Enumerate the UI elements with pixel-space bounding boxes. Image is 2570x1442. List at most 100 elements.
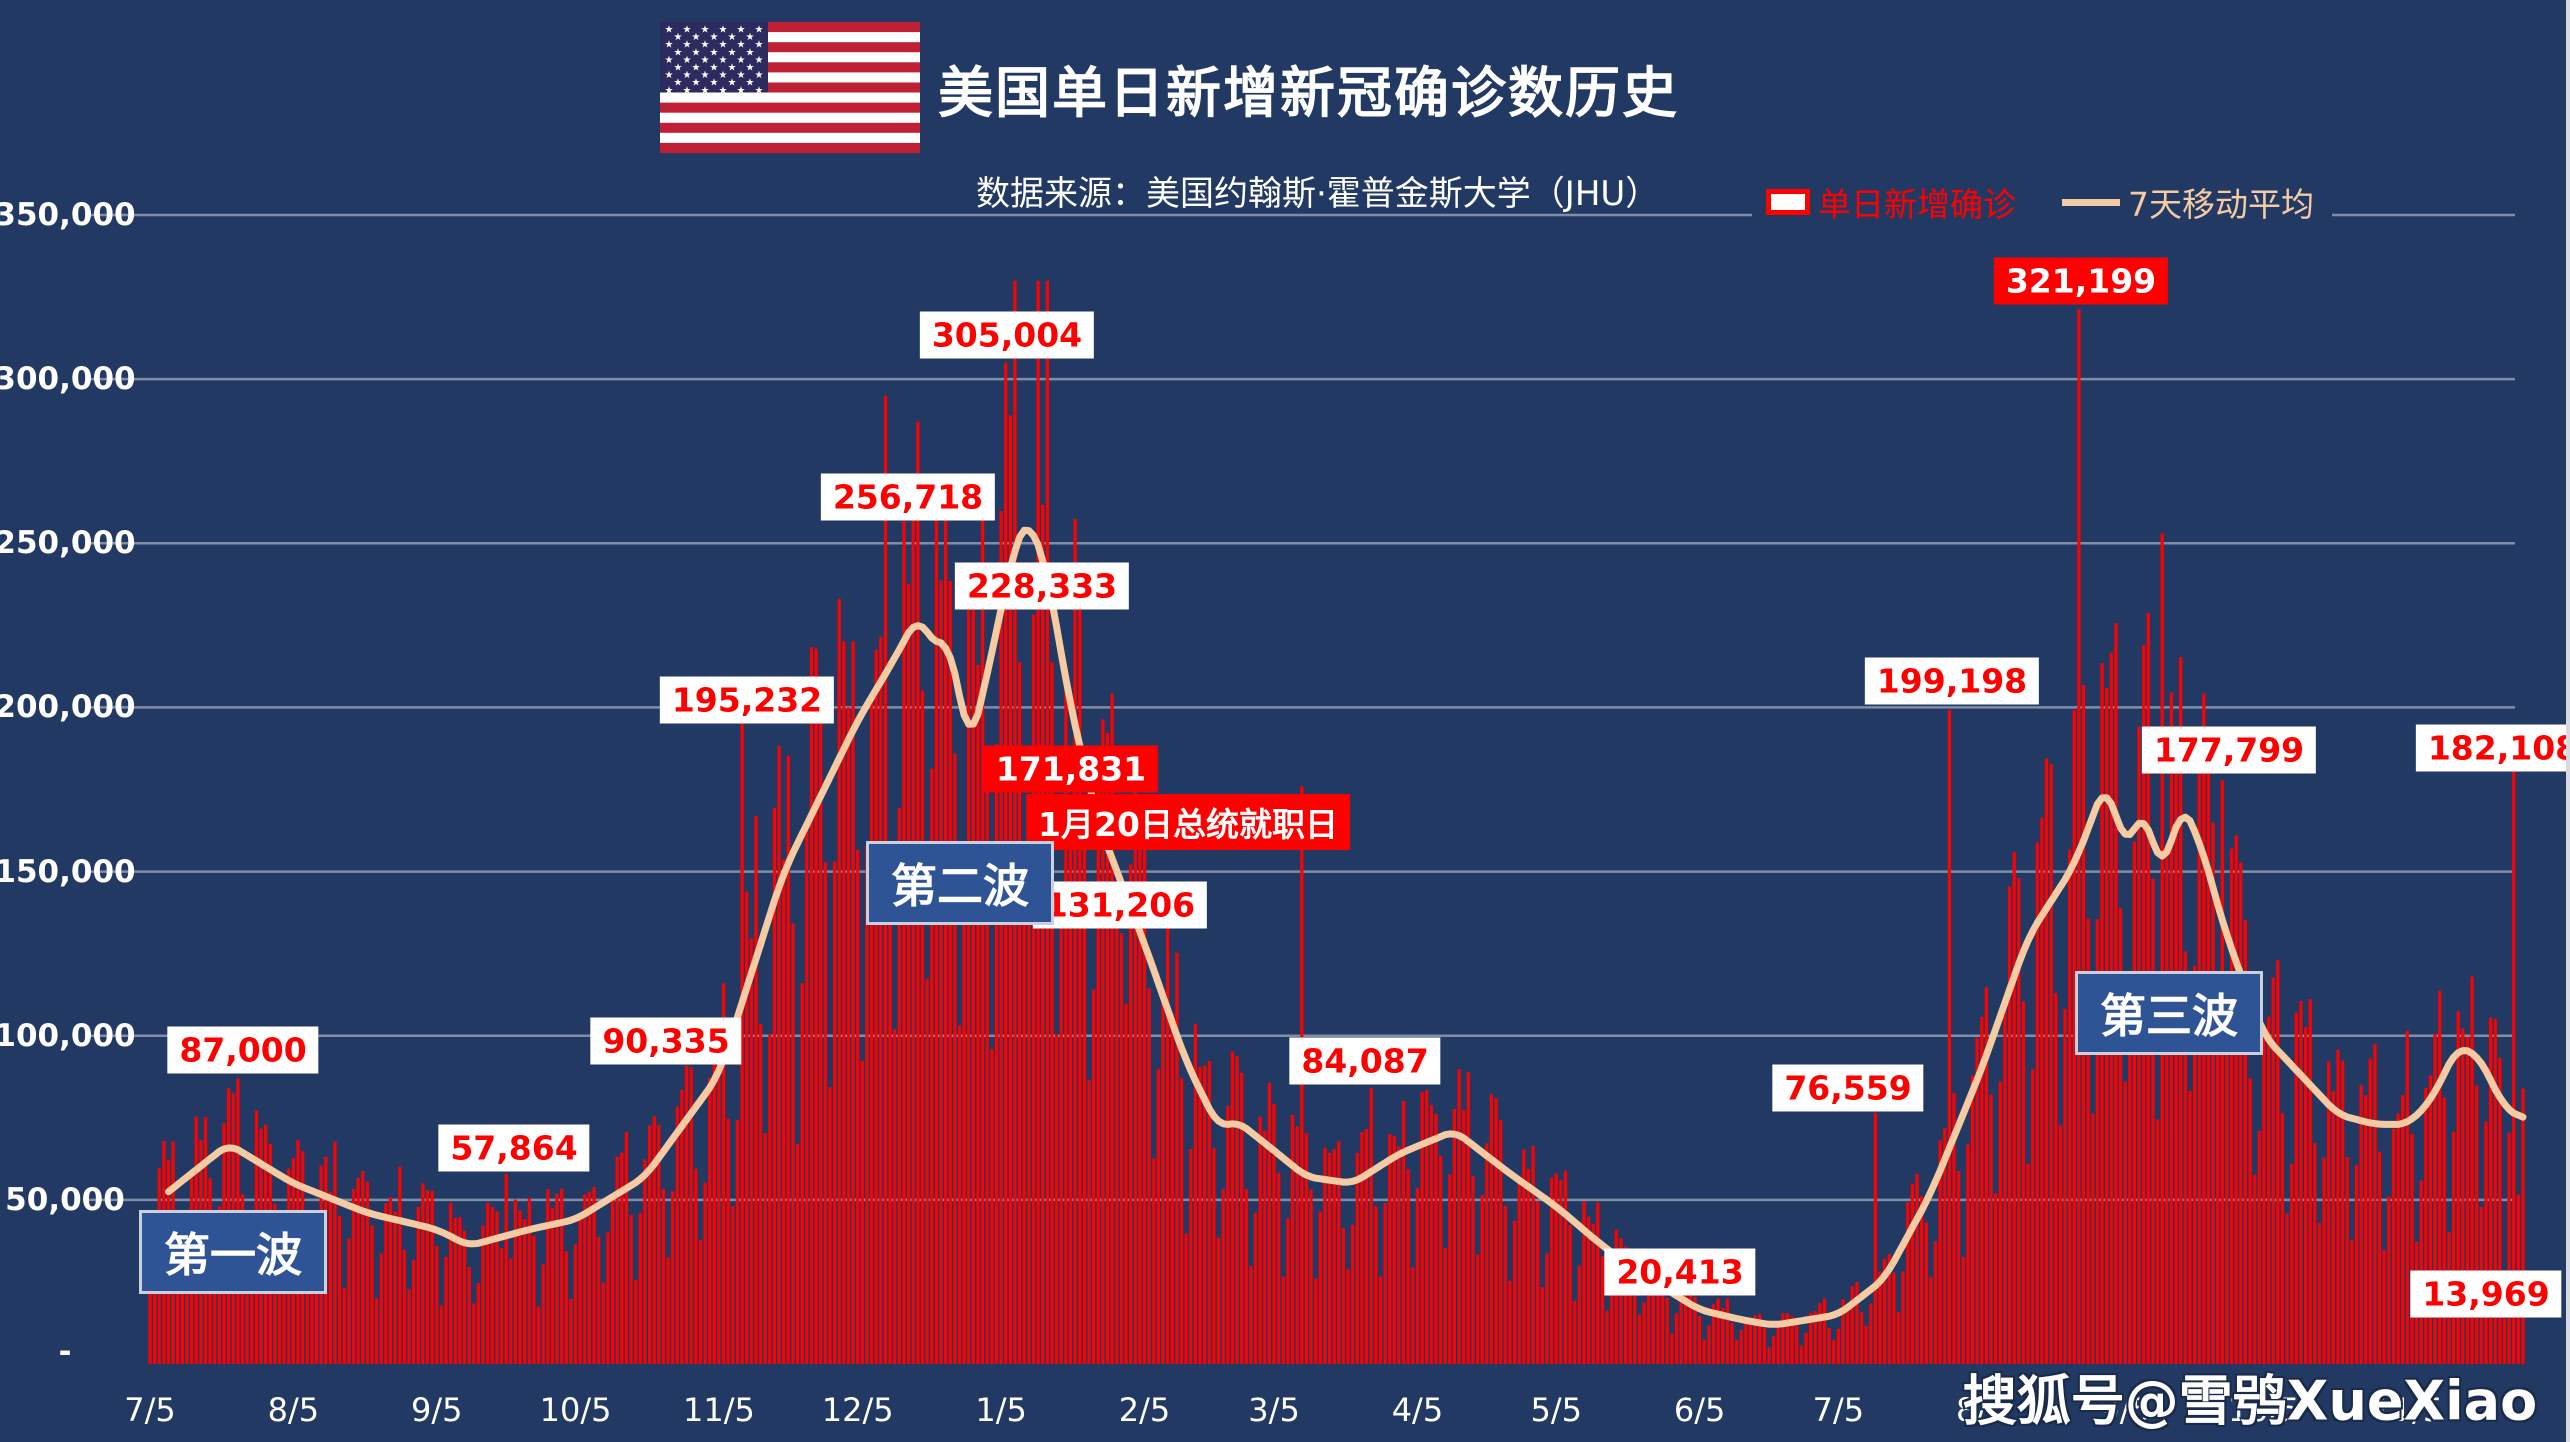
annotation-value: 195,232 [659, 676, 835, 724]
y-axis-tick-label: 250,000 [0, 525, 136, 562]
svg-text:★: ★ [683, 85, 692, 96]
daily-series-swatch-icon [1766, 189, 1810, 215]
annotation-value: 90,335 [590, 1017, 742, 1065]
svg-text:★: ★ [692, 78, 701, 89]
annotation-value: 13,969 [2410, 1270, 2562, 1318]
right-edge-strip [2566, 0, 2570, 1442]
x-axis-tick-label: 5/5 [1530, 1391, 1582, 1429]
svg-text:★: ★ [710, 47, 719, 58]
legend-item-daily: 单日新增确诊 [1766, 178, 2016, 226]
annotation-value: 199,198 [1864, 657, 2040, 705]
x-axis-tick-label: 12/5 [821, 1391, 894, 1429]
x-axis-tick-label: 8/5 [1956, 1391, 2008, 1429]
svg-text:★: ★ [692, 63, 701, 74]
x-axis-tick-label: 1/5 [975, 1391, 1027, 1429]
svg-text:★: ★ [683, 70, 692, 81]
svg-text:★: ★ [719, 40, 728, 51]
svg-text:★: ★ [755, 85, 764, 96]
svg-text:★: ★ [710, 32, 719, 43]
svg-text:★: ★ [674, 32, 683, 43]
x-axis-tick-label: 7/5 [124, 1391, 176, 1429]
svg-text:★: ★ [746, 47, 755, 58]
watermark: 搜狐号@雪鸮XueXiao [1962, 1369, 2538, 1433]
y-axis-tick-label: 150,000 [0, 853, 136, 890]
svg-text:★: ★ [737, 40, 746, 51]
annotation-red: 1月20日总统就职日 [1026, 794, 1350, 850]
annotation-value: 177,799 [2141, 726, 2317, 774]
legend-daily-label: 单日新增确诊 [1818, 185, 2016, 224]
svg-text:★: ★ [710, 63, 719, 74]
legend-item-ma: 7天移动平均 [2062, 178, 2314, 226]
x-axis-tick-label: 10/5 [539, 1391, 612, 1429]
svg-text:★: ★ [692, 47, 701, 58]
annotation-value: 256,718 [820, 473, 996, 521]
x-axis-tick-label: 9/5 [2099, 1391, 2151, 1429]
svg-text:★: ★ [728, 63, 737, 74]
annotation-value: 20,413 [1604, 1248, 1756, 1296]
page-title: 美国单日新增新冠确诊数历史 [938, 61, 1680, 125]
svg-text:★: ★ [719, 85, 728, 96]
wave-label: 第一波 [139, 1210, 327, 1294]
svg-text:★: ★ [665, 25, 674, 36]
svg-text:★: ★ [728, 32, 737, 43]
svg-text:★: ★ [737, 25, 746, 36]
svg-text:★: ★ [746, 63, 755, 74]
annotation-red: 321,199 [1993, 257, 2169, 305]
chart-legend: 单日新增确诊 7天移动平均 [1752, 170, 2332, 234]
svg-text:★: ★ [701, 85, 710, 96]
y-axis-tick-label: 200,000 [0, 689, 136, 726]
y-axis-tick-label: 300,000 [0, 361, 136, 398]
annotation-value: 305,004 [919, 311, 1095, 359]
us-flag-icon: ★ ★ ★ ★ ★ ★★ ★ ★ ★ ★★ ★ ★ ★ ★ ★★ ★ ★ ★ ★★ ★ ★ ★ ★ ★★ ★ ★ ★ ★★ ★ ★ ★ ★ ★★… [660, 22, 920, 153]
svg-text:★: ★ [719, 55, 728, 66]
svg-text:★: ★ [755, 40, 764, 51]
x-axis-tick-label: 2/5 [1118, 1391, 1171, 1429]
svg-text:★: ★ [701, 70, 710, 81]
y-axis-tick-label: - [58, 1334, 72, 1370]
svg-text:★: ★ [746, 78, 755, 89]
annotation-value: 87,000 [167, 1026, 319, 1074]
svg-text:★: ★ [692, 32, 701, 43]
x-axis-tick-label: 4/5 [1391, 1391, 1444, 1429]
x-axis-tick-label: 9/5 [411, 1391, 463, 1429]
svg-text:★: ★ [737, 70, 746, 81]
svg-text:★: ★ [701, 40, 710, 51]
legend-ma-label: 7天移动平均 [2128, 185, 2314, 224]
svg-text:★: ★ [683, 25, 692, 36]
svg-text:★: ★ [674, 63, 683, 74]
x-axis-tick-label: 11/5 [683, 1391, 755, 1429]
svg-text:★: ★ [737, 85, 746, 96]
annotation-red: 171,831 [983, 745, 1159, 793]
svg-text:★: ★ [683, 40, 692, 51]
svg-text:★: ★ [665, 70, 674, 81]
svg-text:★: ★ [710, 78, 719, 89]
svg-text:★: ★ [674, 47, 683, 58]
svg-text:★: ★ [755, 55, 764, 66]
annotation-value: 76,559 [1772, 1064, 1924, 1112]
svg-text:★: ★ [719, 25, 728, 36]
svg-text:★: ★ [701, 25, 710, 36]
annotation-value: 228,333 [954, 562, 1130, 610]
svg-text:★: ★ [755, 70, 764, 81]
svg-text:★: ★ [674, 78, 683, 89]
y-axis-tick-label: 100,000 [0, 1017, 136, 1054]
svg-text:★: ★ [665, 85, 674, 96]
svg-text:★: ★ [728, 47, 737, 58]
svg-text:★: ★ [665, 55, 674, 66]
wave-label: 第三波 [2075, 971, 2263, 1055]
x-axis-tick-label: 10/5 [2228, 1391, 2300, 1429]
svg-text:★: ★ [737, 55, 746, 66]
svg-text:★: ★ [755, 25, 764, 36]
data-source-label: 数据来源：美国约翰斯·霍普金斯大学（JHU） [976, 174, 1660, 214]
svg-text:★: ★ [665, 40, 674, 51]
annotation-value: 131,206 [1032, 881, 1208, 929]
x-axis-tick-label: 6/5 [1673, 1391, 1726, 1429]
x-axis-tick-label: 8/5 [267, 1391, 320, 1429]
x-axis-tick-label: 11/5 [2371, 1391, 2444, 1429]
ma-series-swatch-icon [2062, 198, 2120, 206]
svg-text:★: ★ [746, 32, 755, 43]
annotation-value: 84,087 [1289, 1037, 1441, 1085]
svg-text:★: ★ [701, 55, 710, 66]
annotation-value: 182,108 [2415, 724, 2570, 772]
